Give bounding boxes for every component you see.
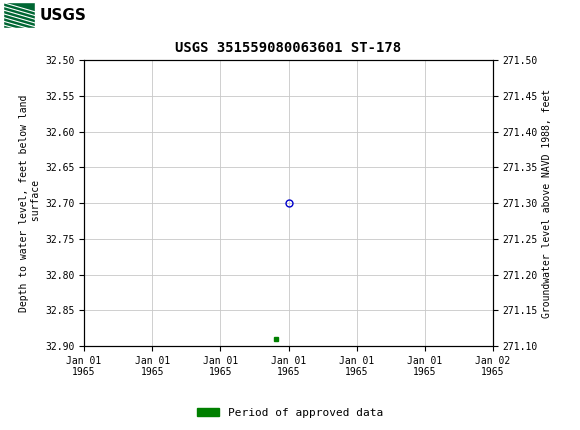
Y-axis label: Depth to water level, feet below land
 surface: Depth to water level, feet below land su… <box>19 95 41 312</box>
Legend: Period of approved data: Period of approved data <box>193 403 387 422</box>
Y-axis label: Groundwater level above NAVD 1988, feet: Groundwater level above NAVD 1988, feet <box>542 89 552 318</box>
Bar <box>3 3 72 28</box>
Title: USGS 351559080063601 ST-178: USGS 351559080063601 ST-178 <box>176 41 401 55</box>
Text: USGS: USGS <box>39 8 86 23</box>
Bar <box>3 3 35 28</box>
